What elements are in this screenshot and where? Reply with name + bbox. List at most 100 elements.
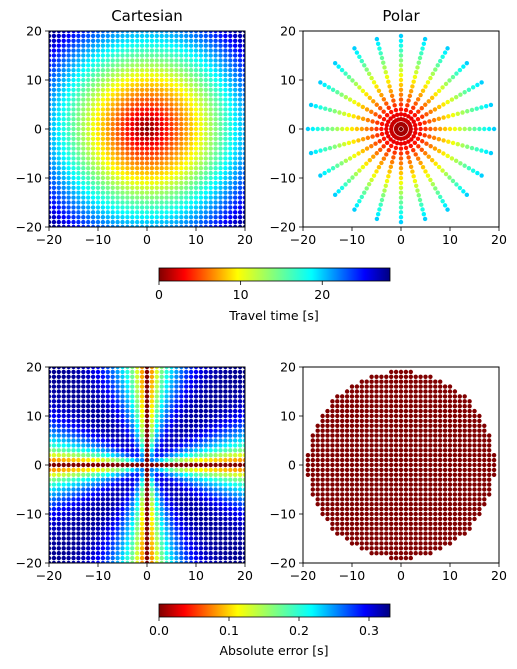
scatter-point: [90, 551, 96, 556]
scatter-point: [100, 97, 106, 102]
scatter-point: [86, 555, 91, 561]
scatter-point: [66, 68, 71, 73]
scatter-point: [428, 438, 433, 443]
scatter-point: [411, 119, 416, 124]
scatter-point: [430, 181, 436, 187]
scatter-point: [408, 487, 413, 492]
scatter-point: [139, 374, 145, 379]
scatter-point: [164, 521, 169, 526]
scatter-point: [154, 166, 159, 171]
scatter-point: [105, 82, 111, 88]
scatter-point: [359, 404, 364, 409]
scatter-point: [349, 521, 355, 526]
scatter-point: [228, 506, 233, 512]
scatter-point: [442, 536, 448, 541]
scatter-point: [403, 502, 409, 507]
scatter-point: [49, 210, 52, 215]
scatter-point: [135, 63, 140, 68]
scatter-point: [95, 379, 101, 384]
scatter-point: [188, 413, 194, 419]
scatter-point: [233, 394, 238, 399]
scatter-point: [164, 43, 169, 48]
scatter-point: [472, 428, 477, 433]
scatter-point: [452, 536, 458, 541]
scatter-point: [105, 131, 111, 137]
scatter-point: [418, 541, 423, 546]
scatter-point: [49, 418, 52, 424]
scatter-point: [179, 482, 184, 487]
scatter-point: [135, 200, 140, 205]
scatter-point: [346, 178, 352, 184]
scatter-point: [379, 384, 384, 389]
scatter-point: [71, 448, 76, 453]
scatter-point: [354, 506, 360, 512]
scatter-point: [110, 443, 115, 448]
scatter-point: [218, 131, 223, 137]
scatter-point: [110, 102, 115, 107]
scatter-point: [359, 418, 364, 424]
scatter-point: [184, 467, 189, 473]
scatter-point: [149, 502, 155, 507]
scatter-point: [326, 168, 332, 173]
scatter-point: [233, 399, 238, 404]
scatter-point: [405, 103, 410, 108]
scatter-point: [374, 511, 379, 517]
scatter-point: [193, 151, 199, 156]
scatter-point: [86, 492, 91, 497]
scatter-point: [335, 433, 340, 438]
scatter-point: [325, 413, 330, 419]
scatter-point: [378, 51, 383, 56]
scatter-point: [433, 546, 438, 551]
scatter-point: [71, 107, 76, 112]
scatter-point: [371, 173, 377, 178]
scatter-point: [208, 77, 213, 83]
scatter-point: [320, 497, 325, 502]
scatter-point: [242, 166, 245, 171]
scatter-point: [95, 560, 101, 563]
scatter-point: [398, 551, 404, 556]
scatter-point: [174, 526, 179, 531]
scatter-point: [193, 526, 199, 531]
scatter-point: [51, 210, 57, 215]
scatter-point: [218, 43, 223, 48]
scatter-point: [223, 389, 228, 394]
scatter-point: [66, 551, 71, 556]
scatter-point: [81, 58, 86, 63]
scatter-point: [218, 367, 223, 370]
scatter-point: [135, 526, 140, 531]
scatter-point: [120, 374, 125, 379]
scatter-point: [389, 482, 394, 487]
scatter-point: [393, 541, 399, 546]
scatter-point: [384, 394, 389, 399]
scatter-point: [66, 418, 71, 424]
scatter-point: [213, 384, 218, 389]
scatter-point: [393, 516, 399, 522]
scatter-point: [86, 200, 91, 205]
scatter-point: [188, 141, 194, 146]
scatter-point: [179, 87, 184, 93]
scatter-point: [125, 31, 130, 34]
scatter-point: [213, 492, 218, 497]
scatter-point: [125, 151, 130, 156]
scatter-point: [144, 541, 150, 546]
scatter-point: [81, 185, 86, 190]
scatter-point: [237, 418, 243, 424]
scatter-point: [95, 413, 101, 419]
scatter-point: [130, 541, 135, 546]
scatter-point: [81, 497, 86, 502]
scatter-point: [76, 156, 81, 161]
scatter-point: [51, 438, 57, 443]
scatter-point: [169, 384, 174, 389]
scatter-point: [237, 87, 243, 93]
scatter-point: [467, 448, 472, 453]
scatter-point: [100, 521, 106, 526]
scatter-point: [198, 477, 204, 482]
scatter-point: [398, 146, 404, 151]
scatter-point: [379, 467, 384, 473]
scatter-point: [179, 31, 184, 34]
scatter-point: [223, 404, 228, 409]
scatter-point: [218, 92, 223, 97]
scatter-point: [198, 215, 204, 220]
scatter-point: [164, 200, 169, 205]
scatter-point: [130, 53, 135, 58]
